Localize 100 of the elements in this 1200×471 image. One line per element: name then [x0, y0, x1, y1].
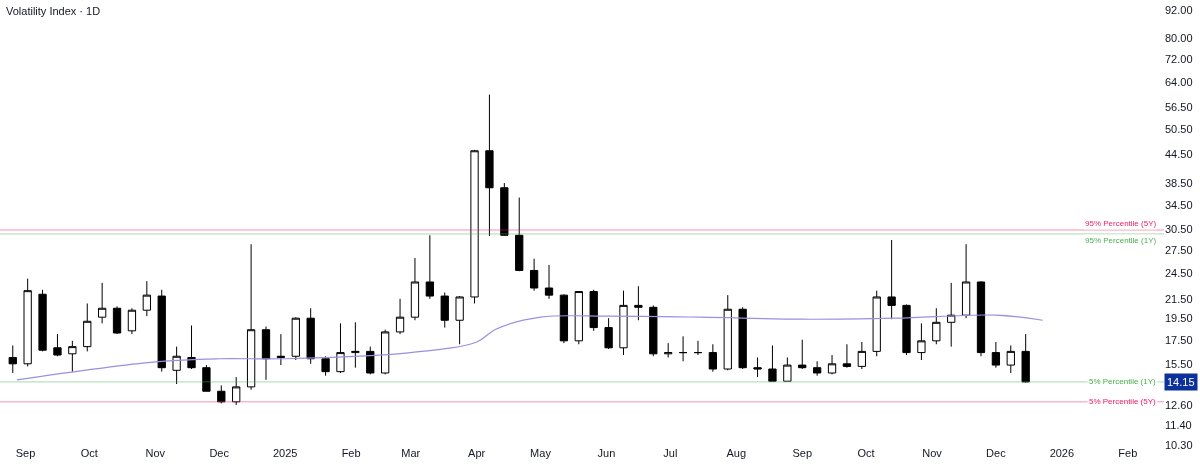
x-tick-label: Dec — [209, 447, 230, 459]
candlestick — [991, 341, 1001, 369]
y-tick-label: 19.50 — [1165, 312, 1193, 325]
candlestick — [470, 149, 479, 304]
candlestick — [425, 234, 434, 300]
x-tick-label: Oct — [80, 447, 98, 459]
candlestick — [500, 182, 509, 237]
candlestick — [83, 302, 92, 352]
candlestick — [1021, 333, 1030, 384]
x-tick-label: Feb — [341, 447, 361, 459]
candlestick — [872, 290, 881, 357]
line-series — [16, 314, 1044, 381]
candlestick — [366, 346, 375, 375]
candlestick — [544, 264, 554, 300]
candlestick — [351, 321, 360, 369]
candlestick — [947, 282, 956, 348]
candlestick — [127, 307, 137, 335]
candlestick — [529, 258, 539, 292]
candlestick — [961, 243, 971, 319]
candlestick — [157, 289, 166, 373]
candlestick — [187, 324, 196, 370]
y-tick-label: 11.40 — [1165, 418, 1192, 431]
y-tick-label: 44.50 — [1165, 148, 1193, 161]
candlestick — [306, 307, 315, 365]
candlestick — [753, 357, 762, 378]
candlestick — [678, 335, 688, 362]
candlestick — [842, 343, 852, 369]
y-tick-label: 15.50 — [1165, 357, 1193, 370]
y-tick-label: 27.50 — [1165, 243, 1193, 256]
y-tick-label: 10.30 — [1165, 438, 1193, 451]
y-tick-label: 38.50 — [1165, 176, 1193, 189]
annotation: 14.15 — [1167, 376, 1195, 388]
candlestick — [768, 344, 777, 382]
candlestick — [336, 322, 345, 374]
x-tick-label: Jul — [663, 447, 678, 459]
ref-line-label: 5% Percentile (1Y) — [1089, 377, 1157, 386]
candlestick — [798, 339, 807, 370]
y-tick-label: 72.00 — [1165, 52, 1193, 65]
candlestick — [410, 257, 420, 321]
candlestick — [738, 306, 747, 370]
y-tick-label: 50.50 — [1165, 123, 1193, 136]
candlestick — [455, 295, 464, 345]
candlestick — [932, 307, 941, 345]
y-tick-label: 12.60 — [1165, 398, 1193, 411]
candlestick — [634, 285, 643, 321]
candlestick — [902, 303, 911, 356]
candlestick — [708, 343, 718, 373]
candlestick — [976, 280, 986, 357]
y-tick-label: 17.50 — [1165, 333, 1193, 346]
candlestick — [246, 243, 256, 391]
x-tick-label: Sep — [792, 447, 813, 459]
candlestick — [291, 316, 300, 361]
candlestick — [53, 333, 62, 357]
candlestick — [232, 376, 241, 406]
candlestick — [485, 94, 494, 237]
candlestick — [723, 294, 732, 371]
candlestick — [172, 346, 181, 385]
candlestick — [142, 280, 151, 317]
x-tick-label: Nov — [145, 447, 166, 459]
x-tick-label: Feb — [1118, 447, 1138, 459]
candlestick — [276, 333, 286, 366]
chart-title: Volatility Index · 1D — [6, 4, 101, 17]
candlestick — [515, 197, 524, 272]
candlestick — [857, 341, 866, 370]
candlestick — [321, 355, 330, 377]
x-tick-label: Sep — [15, 447, 36, 459]
candlestick — [440, 291, 449, 329]
x-tick-label: Dec — [986, 447, 1007, 459]
y-tick-label: 92.00 — [1165, 3, 1193, 16]
x-tick-label: 2026 — [1049, 447, 1075, 459]
candlestick — [202, 364, 211, 392]
candlestick — [574, 291, 583, 345]
x-tick-label: Oct — [857, 447, 875, 459]
candlestick — [97, 282, 107, 324]
ref-line-label: 95% Percentile (5Y) — [1085, 219, 1157, 228]
x-tick-label: May — [530, 447, 552, 459]
y-tick-label: 80.00 — [1165, 31, 1193, 44]
candlestick — [827, 354, 837, 375]
candlestick — [1006, 344, 1015, 374]
y-tick-label: 21.50 — [1165, 292, 1193, 305]
candlestick — [887, 239, 896, 320]
candlestick — [38, 289, 47, 352]
candlestick — [112, 305, 122, 335]
candlestick — [664, 342, 673, 358]
candlestick — [23, 278, 32, 367]
x-tick-label: Apr — [468, 447, 486, 459]
candlestick — [395, 298, 405, 335]
ref-line-label: 5% Percentile (5Y) — [1089, 397, 1157, 406]
candlestick — [604, 317, 613, 350]
y-tick-label: 56.50 — [1165, 100, 1193, 113]
candlestick — [217, 384, 226, 404]
x-tick-label: 2025 — [272, 447, 298, 459]
y-tick-label: 24.50 — [1165, 266, 1193, 279]
candlestick — [381, 329, 390, 375]
candlestick — [619, 290, 628, 356]
x-tick-label: Jun — [597, 447, 616, 459]
candlestick — [812, 360, 822, 377]
y-tick-label: 64.00 — [1165, 75, 1193, 88]
candlestick — [917, 322, 926, 361]
candlestick — [783, 357, 792, 382]
